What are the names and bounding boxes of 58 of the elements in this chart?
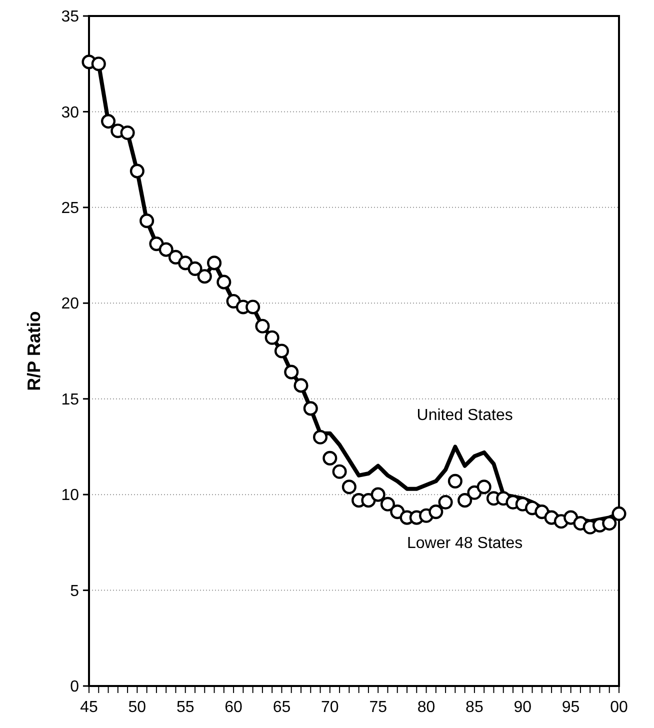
point: [140, 214, 154, 228]
text: United States: [416, 406, 513, 424]
point: [255, 318, 270, 334]
point: [467, 485, 482, 500]
x-tick-label: 75: [369, 699, 388, 716]
y-tick-label: 20: [61, 296, 80, 313]
point: [264, 330, 280, 345]
point: [438, 494, 453, 510]
point: [246, 300, 260, 314]
series-label: Lower 48 States: [407, 535, 523, 552]
point: [476, 480, 492, 494]
point: [120, 126, 135, 140]
point: [342, 480, 356, 494]
point: [274, 344, 290, 358]
point: [206, 256, 222, 270]
point: [188, 261, 202, 276]
point: [448, 474, 462, 488]
point: [428, 504, 444, 520]
x-tick-label: 55: [176, 699, 194, 716]
x-tick-label: 80: [417, 699, 436, 716]
point: [390, 504, 405, 520]
point: [380, 496, 396, 512]
x-tick-label: 95: [562, 699, 580, 716]
point: [216, 274, 232, 290]
point: [602, 516, 617, 531]
x-tick-label: 65: [272, 699, 291, 716]
x-tick-label: 00: [610, 699, 628, 716]
y-tick-label: 5: [70, 582, 80, 600]
point: [294, 378, 308, 393]
point: [168, 250, 184, 264]
point: [197, 269, 212, 284]
x-tick-label: 90: [514, 699, 532, 716]
point: [534, 504, 550, 520]
point: [361, 493, 376, 508]
point: [91, 56, 106, 72]
point: [284, 364, 299, 380]
y-axis-title: R/P Ratio: [24, 311, 44, 391]
point: [458, 493, 472, 508]
x-tick-label: 85: [466, 699, 484, 716]
y-tick-label: 15: [61, 391, 80, 408]
y-tick-label: 10: [61, 487, 80, 504]
x-tick-label: 70: [321, 699, 339, 716]
point: [612, 506, 626, 521]
point: [303, 401, 318, 416]
point: [370, 487, 386, 502]
point: [158, 242, 174, 257]
y-tick-label: 0: [70, 678, 80, 696]
x-tick-label: 60: [224, 699, 243, 716]
point: [312, 430, 328, 444]
x-tick-label: 50: [128, 699, 146, 716]
point: [322, 450, 338, 466]
point: [332, 464, 347, 479]
x-tick-label: 45: [80, 699, 98, 716]
point: [100, 114, 116, 129]
y-tick-label: 35: [61, 8, 80, 26]
y-tick-label: 30: [61, 104, 80, 122]
y-tick-label: 25: [61, 200, 80, 218]
point: [130, 164, 144, 178]
